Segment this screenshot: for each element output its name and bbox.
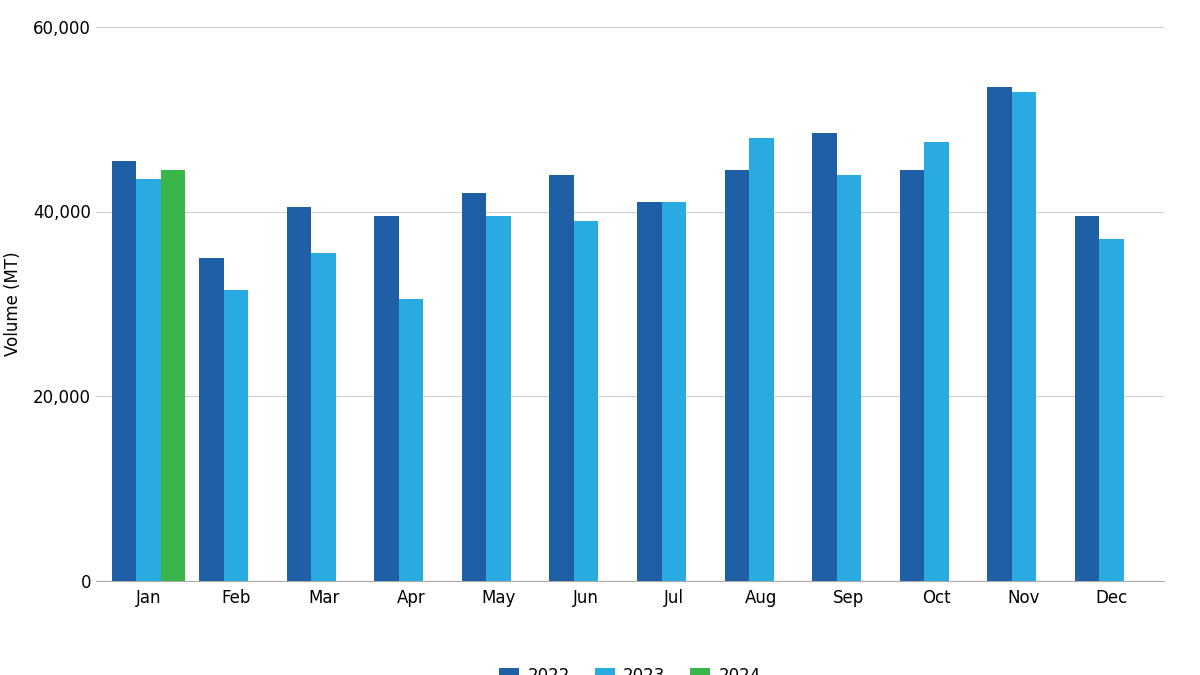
Bar (812, 133, 836, 580)
Bar (661, 202, 686, 580)
Bar (725, 170, 749, 580)
Bar (1012, 92, 1036, 580)
Bar (311, 253, 336, 580)
Bar (836, 175, 862, 580)
Bar (199, 258, 224, 580)
Bar (550, 175, 574, 580)
Bar (161, 170, 185, 580)
Bar (637, 202, 661, 580)
Bar (988, 87, 1012, 580)
Bar (749, 138, 774, 580)
Bar (1099, 239, 1123, 580)
Bar (574, 221, 599, 580)
Bar (462, 193, 486, 580)
Bar (374, 216, 398, 580)
Bar (137, 179, 161, 580)
Legend: 2022, 2023, 2024: 2022, 2023, 2024 (492, 661, 768, 675)
Bar (486, 216, 511, 580)
Bar (924, 142, 949, 580)
Bar (224, 290, 248, 580)
Y-axis label: Volume (MT): Volume (MT) (4, 252, 22, 356)
Bar (398, 299, 424, 580)
Bar (287, 207, 311, 580)
Bar (1075, 216, 1099, 580)
Bar (900, 170, 924, 580)
Bar (112, 161, 137, 580)
